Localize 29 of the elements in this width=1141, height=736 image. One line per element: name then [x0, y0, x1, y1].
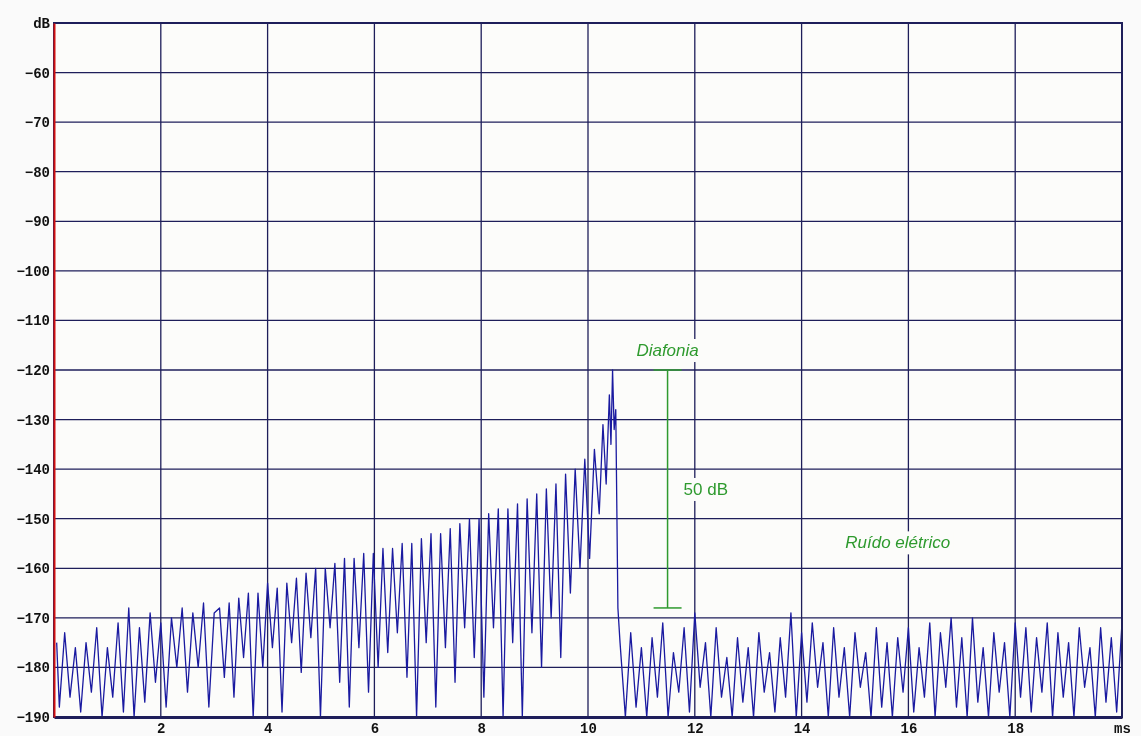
y-tick-label: −120 — [16, 362, 50, 379]
y-tick-label: −140 — [16, 462, 50, 479]
annotation: Ruído elétrico — [845, 533, 951, 553]
y-tick-label: −100 — [16, 263, 50, 280]
y-tick-label: dB — [33, 15, 51, 32]
line-series — [56, 369, 1123, 718]
y-tick-label: −170 — [16, 610, 50, 627]
y-tick-label: −70 — [24, 115, 50, 132]
x-tick-label: 4 — [263, 720, 273, 736]
y-tick-label: −80 — [24, 164, 50, 181]
x-tick-label: 8 — [477, 720, 486, 736]
y-tick-label: −180 — [16, 660, 50, 677]
y-tick-label: −90 — [24, 214, 50, 231]
y-tick-label: −150 — [16, 511, 50, 528]
x-tick-label: 18 — [1007, 720, 1025, 736]
x-tick-label: 6 — [370, 720, 380, 736]
y-tick-label: −60 — [24, 65, 50, 82]
y-tick-label: −190 — [16, 709, 50, 726]
y-tick-label: −110 — [16, 313, 50, 330]
annotation: 50 dB — [683, 479, 728, 499]
x-tick-label: 14 — [793, 720, 811, 736]
y-tick-label: −160 — [16, 561, 50, 578]
x-tick-label: 10 — [580, 720, 597, 736]
x-tick-label: ms — [1114, 720, 1131, 736]
annotation: Diafonia — [636, 341, 699, 360]
x-tick-label: 16 — [900, 720, 918, 736]
x-tick-label: 12 — [686, 720, 704, 736]
y-tick-label: −130 — [16, 412, 50, 429]
x-tick-label: 2 — [157, 720, 166, 736]
